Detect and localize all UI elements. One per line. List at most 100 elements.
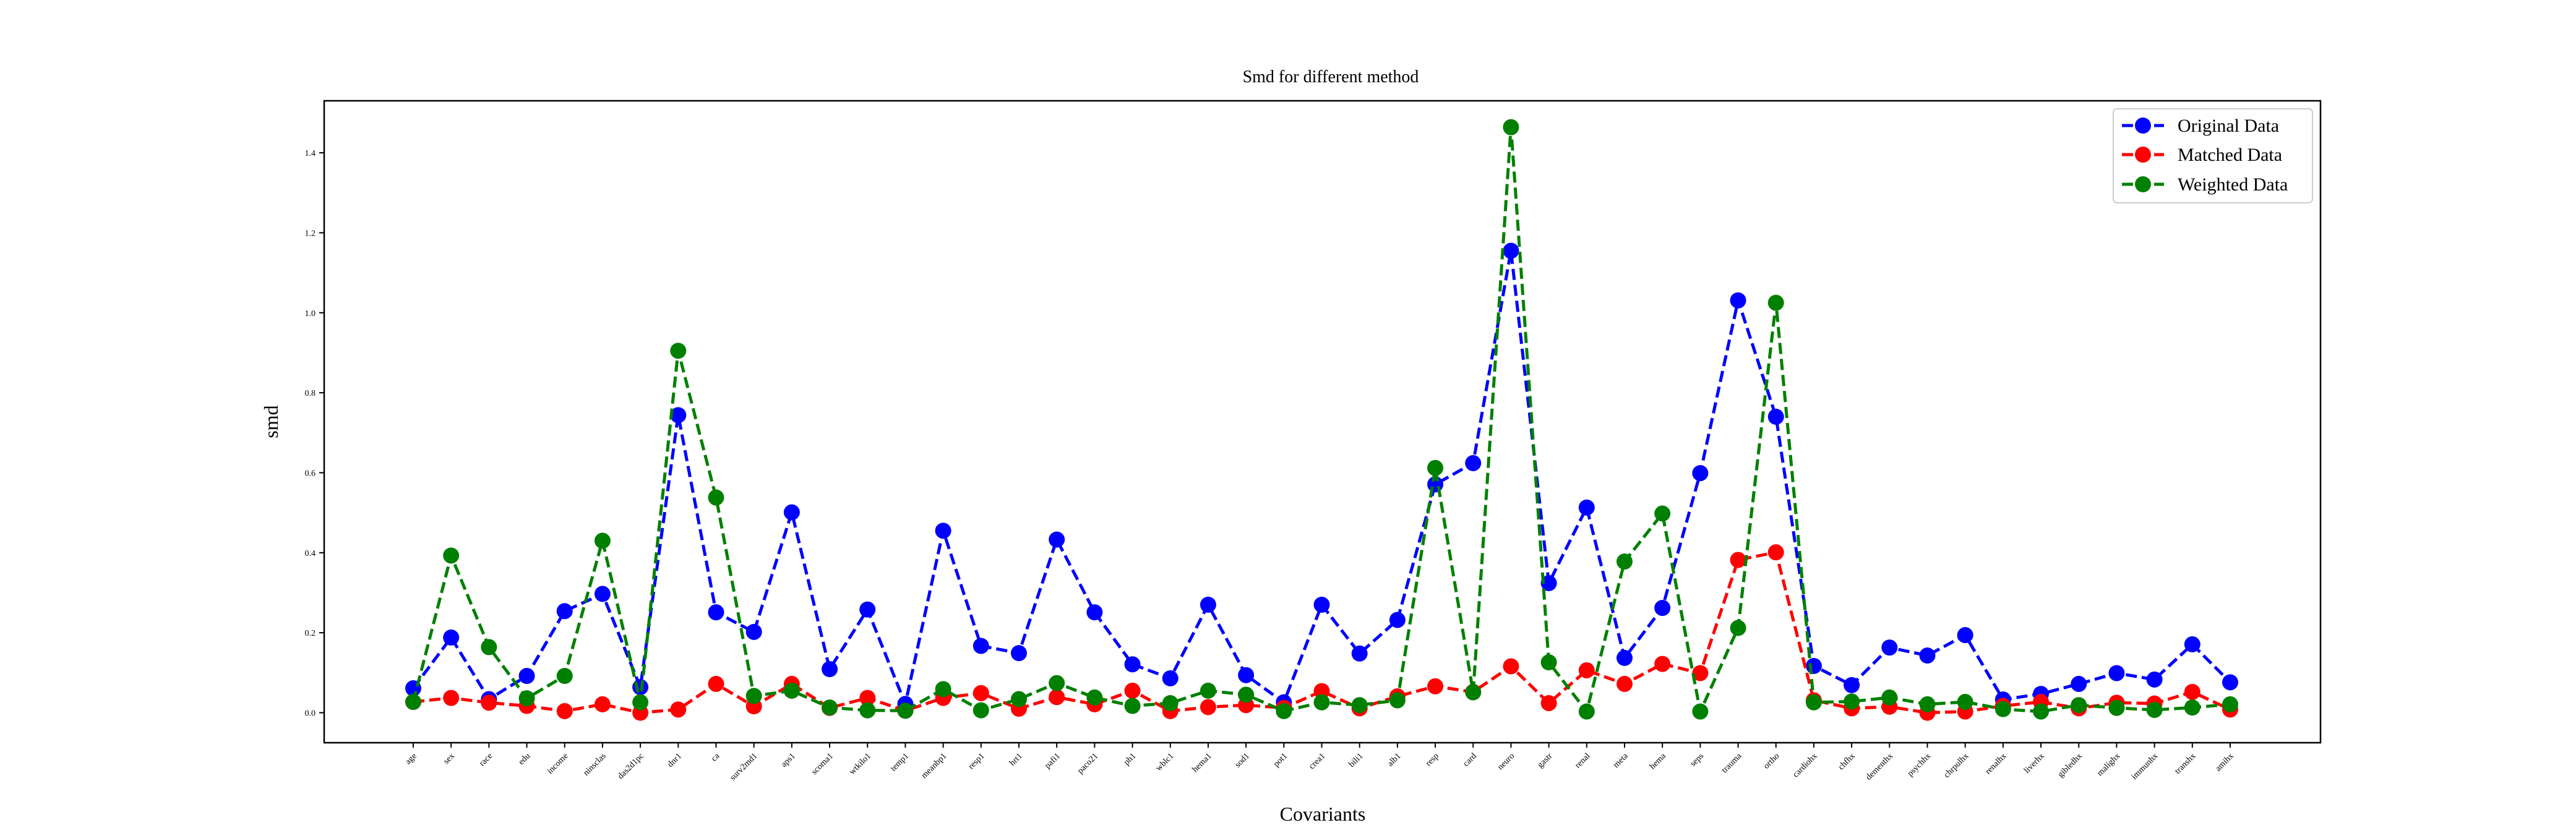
y-tick-label: 0.0: [305, 709, 316, 718]
data-point: [443, 547, 460, 564]
data-point: [1200, 699, 1216, 716]
data-point: [1730, 292, 1746, 309]
data-point: [1124, 698, 1141, 714]
legend-dot-matched: [2135, 147, 2151, 163]
data-point: [518, 690, 535, 707]
data-point: [972, 638, 989, 654]
data-point: [1805, 694, 1822, 711]
plot-frame: [323, 100, 2322, 744]
data-point: [1086, 689, 1103, 706]
legend-dot-original: [2135, 117, 2151, 134]
data-point: [1465, 684, 1482, 701]
data-point: [670, 701, 687, 718]
data-point: [1503, 119, 1519, 135]
data-point: [481, 694, 497, 711]
data-point: [556, 667, 573, 684]
data-point: [2184, 636, 2200, 652]
data-point: [594, 532, 611, 549]
data-point: [1578, 703, 1595, 720]
x-tick-label: wblc1: [1154, 751, 1176, 773]
data-point: [1465, 455, 1482, 471]
data-point: [1540, 694, 1557, 711]
data-point: [1692, 465, 1709, 482]
data-point: [1238, 667, 1255, 683]
x-tick-label: edu: [517, 751, 532, 767]
data-point: [1313, 683, 1330, 699]
y-tick-label: 1.4: [305, 149, 316, 158]
data-point: [1049, 531, 1065, 548]
data-point: [1654, 656, 1671, 672]
x-tick-label: hema: [1648, 751, 1668, 772]
data-point: [2108, 699, 2125, 716]
x-tick-label: meta: [1612, 751, 1630, 770]
data-point: [1124, 682, 1141, 699]
data-point: [935, 681, 951, 698]
series-line: [411, 126, 2231, 714]
y-tick-label: 1.2: [305, 229, 316, 238]
data-point: [1844, 693, 1860, 710]
x-tick-label: bili1: [1347, 751, 1365, 769]
data-point: [594, 696, 611, 712]
data-point: [2071, 675, 2087, 692]
data-point: [1994, 701, 2011, 717]
data-point: [1616, 553, 1633, 570]
data-point: [1767, 408, 1784, 425]
x-tick-label: amihx: [2213, 751, 2235, 773]
data-point: [1389, 612, 1406, 628]
data-point: [1540, 654, 1557, 671]
x-tick-label: surv2md1: [728, 751, 759, 782]
x-tick-label: dementhx: [1864, 751, 1895, 782]
data-point: [2071, 697, 2087, 714]
x-tick-label: gibledhx: [2056, 751, 2084, 779]
x-tick-label: chrpulhx: [1943, 751, 1971, 780]
data-point: [897, 703, 914, 719]
data-point: [708, 489, 724, 506]
x-tick-label: resp1: [967, 751, 987, 771]
data-point: [859, 690, 876, 706]
x-tick-label: hema1: [1191, 751, 1214, 774]
x-tick-label: seps: [1689, 751, 1706, 769]
data-point: [1503, 242, 1519, 259]
legend: Original Data Matched Data Weighted Data: [2113, 108, 2313, 203]
x-axis-label: Covariants: [1280, 803, 1366, 825]
x-tick-label: temp1: [889, 751, 911, 773]
data-point: [1881, 639, 1898, 656]
x-tick-label: chfhx: [1837, 751, 1857, 772]
y-tick-label: 0.4: [305, 549, 316, 558]
data-point: [1844, 677, 1860, 693]
data-point: [745, 623, 762, 640]
data-point: [708, 604, 724, 621]
data-point: [1578, 499, 1595, 516]
data-point: [2184, 683, 2200, 700]
data-point: [632, 679, 649, 696]
y-tick-label: 0.8: [305, 389, 316, 398]
data-point: [1313, 694, 1330, 711]
data-point: [1540, 575, 1557, 591]
x-tick-label: race: [478, 751, 494, 768]
x-tick-label: gastr: [1536, 751, 1555, 770]
x-tick-label: renal: [1573, 751, 1592, 770]
data-point: [935, 523, 951, 539]
data-point: [1692, 703, 1709, 720]
x-tick-label: dnr1: [666, 751, 684, 769]
x-tick-label: ph1: [1122, 751, 1138, 767]
data-point: [1919, 696, 1936, 712]
x-tick-label: liverhx: [2022, 751, 2046, 775]
data-point: [1730, 552, 1746, 568]
data-point: [481, 639, 497, 656]
y-axis: 0.0 0.2 0.4 0.6 0.8 1.0 1.2 1.4: [305, 149, 324, 718]
y-tick-label: 0.2: [305, 629, 316, 638]
x-tick-label: alb1: [1386, 751, 1403, 769]
legend-box: [2113, 108, 2313, 203]
y-tick-label: 1.0: [305, 309, 316, 318]
data-point: [783, 682, 800, 699]
x-tick-label: sex: [442, 751, 457, 766]
data-point: [859, 702, 876, 719]
data-point: [745, 688, 762, 704]
x-axis: age sex race edu income ninsclas das2d1pc dnr1 c…: [403, 743, 2236, 782]
data-point: [1351, 645, 1368, 662]
legend-entry-original: Original Data: [2122, 116, 2279, 136]
data-point: [1011, 691, 1027, 707]
data-point: [1427, 678, 1444, 694]
